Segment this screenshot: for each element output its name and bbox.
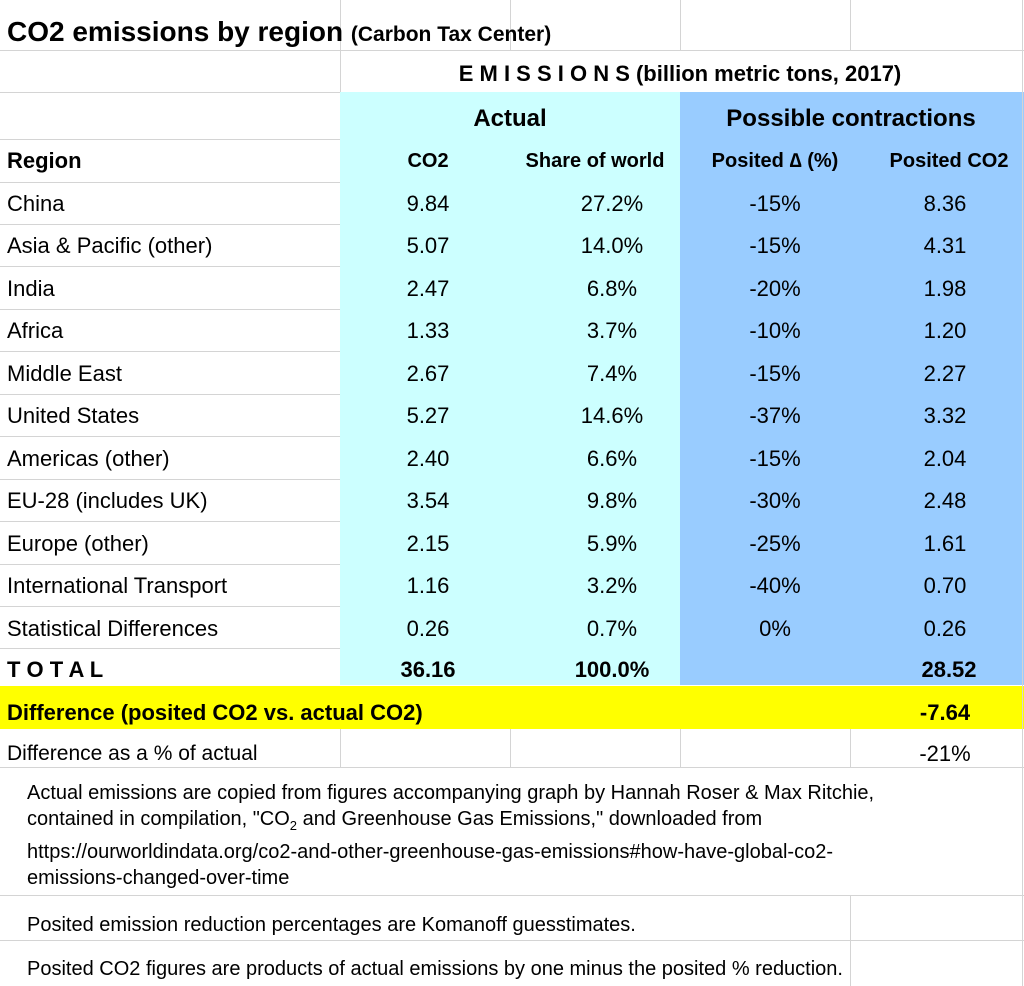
difference-pct-label: Difference as a % of actual [7, 742, 258, 765]
emissions-header: E M I S S I O N S (billion metric tons, … [458, 61, 902, 86]
source-note: Actual emissions are copied from figures… [27, 780, 1017, 891]
region-cell: China [7, 191, 65, 216]
source-note-line-3: https://ourworldindata.org/co2-and-other… [27, 841, 833, 863]
delta-cell: -30% [749, 488, 801, 513]
region-cell: EU-28 (includes UK) [7, 488, 208, 513]
delta-cell: -20% [749, 276, 801, 301]
source-note-line-4: emissions-changed-over-time [27, 867, 290, 889]
posited-cell: 4.31 [923, 233, 967, 258]
difference-row-fill [0, 686, 1024, 729]
delta-cell: -25% [749, 531, 801, 556]
title-main: CO2 emissions by region [7, 16, 344, 47]
total-co2: 36.16 [400, 657, 456, 682]
posited-cell: 2.48 [923, 488, 967, 513]
posited-cell: 2.04 [923, 446, 967, 471]
col-header-posited: Posited CO2 [889, 150, 1009, 172]
delta-cell: -40% [749, 573, 801, 598]
posited-cell: 1.98 [923, 276, 967, 301]
co2-cell: 5.27 [406, 403, 450, 428]
col-header-share: Share of world [525, 150, 665, 172]
share-cell: 3.7% [586, 318, 638, 343]
region-cell: International Transport [7, 573, 228, 598]
delta-cell: -37% [749, 403, 801, 428]
region-cell: Asia & Pacific (other) [7, 233, 213, 258]
title-source: (Carbon Tax Center) [350, 23, 552, 46]
region-cell: India [7, 276, 55, 301]
posited-cell: 8.36 [923, 191, 967, 216]
posited-cell: 0.26 [923, 616, 967, 641]
share-cell: 27.2% [580, 191, 644, 216]
share-cell: 0.7% [586, 616, 638, 641]
delta-cell: -15% [749, 191, 801, 216]
posited-cell: 0.70 [923, 573, 967, 598]
difference-pct-value: -21% [919, 741, 971, 766]
share-cell: 9.8% [586, 488, 638, 513]
share-cell: 14.0% [580, 233, 644, 258]
col-header-region: Region [7, 148, 82, 173]
region-cell: Statistical Differences [7, 616, 219, 641]
co2-cell: 3.54 [406, 488, 450, 513]
posited-cell: 2.27 [923, 361, 967, 386]
col-header-co2: CO2 [407, 150, 449, 172]
actual-group-header: Actual [473, 105, 547, 132]
co2-cell: 2.15 [406, 531, 450, 556]
co2-cell: 2.67 [406, 361, 450, 386]
posited-cell: 1.20 [923, 318, 967, 343]
method-note: Posited CO2 figures are products of actu… [27, 958, 843, 980]
delta-cell: -10% [749, 318, 801, 343]
co2-cell: 2.40 [406, 446, 450, 471]
share-cell: 7.4% [586, 361, 638, 386]
source-note-line-2: contained in compilation, "CO2 and Green… [27, 808, 763, 833]
share-cell: 5.9% [586, 531, 638, 556]
co2-cell: 0.26 [406, 616, 450, 641]
difference-label: Difference (posited CO2 vs. actual CO2) [7, 700, 423, 725]
actual-columns-fill [340, 92, 680, 685]
co2-cell: 9.84 [406, 191, 450, 216]
co2-cell: 2.47 [406, 276, 450, 301]
possible-group-header: Possible contractions [726, 105, 976, 132]
co2-cell: 1.33 [406, 318, 450, 343]
delta-cell: 0% [759, 616, 791, 641]
guesstimate-note: Posited emission reduction percentages a… [27, 914, 636, 936]
co2-cell: 5.07 [406, 233, 450, 258]
co2-cell: 1.16 [406, 573, 450, 598]
possible-columns-fill [680, 92, 1024, 685]
total-label: T O T A L [7, 657, 104, 682]
region-cell: United States [7, 403, 140, 428]
posited-cell: 1.61 [923, 531, 967, 556]
share-cell: 6.6% [586, 446, 638, 471]
share-cell: 3.2% [586, 573, 638, 598]
region-cell: Africa [7, 318, 64, 343]
share-cell: 6.8% [586, 276, 638, 301]
source-note-line-1: Actual emissions are copied from figures… [27, 782, 875, 804]
total-posited: 28.52 [921, 657, 977, 682]
delta-cell: -15% [749, 233, 801, 258]
delta-cell: -15% [749, 361, 801, 386]
region-cell: Americas (other) [7, 446, 170, 471]
share-cell: 14.6% [580, 403, 644, 428]
col-header-delta: Posited ∆ (%) [711, 150, 839, 172]
region-cell: Middle East [7, 361, 122, 386]
total-share: 100.0% [574, 657, 650, 682]
difference-value: -7.64 [919, 700, 971, 725]
region-cell: Europe (other) [7, 531, 149, 556]
sheet-title: CO2 emissions by region (Carbon Tax Cent… [7, 16, 551, 48]
posited-cell: 3.32 [923, 403, 967, 428]
delta-cell: -15% [749, 446, 801, 471]
